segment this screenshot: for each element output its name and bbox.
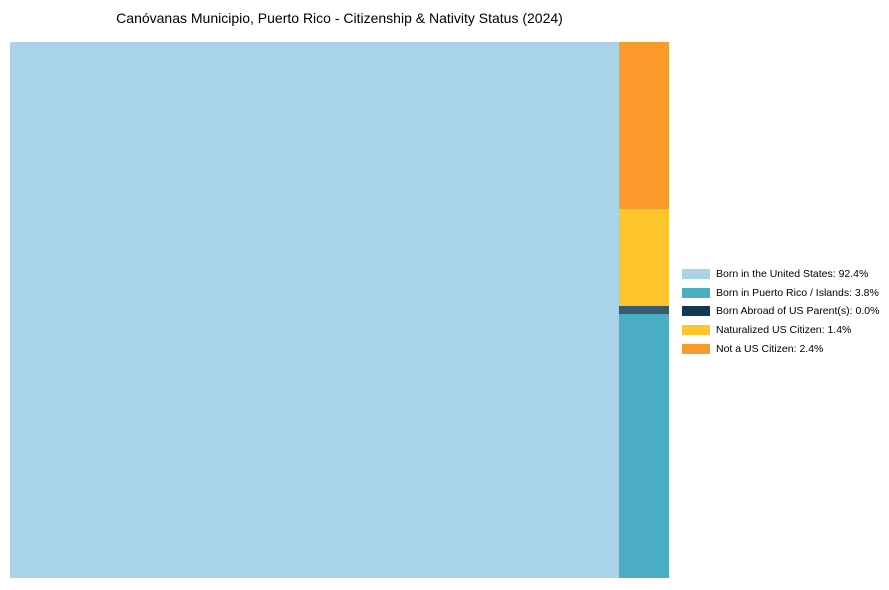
treemap-plot-area — [10, 42, 669, 578]
legend-label-born-in-pr-islands: Born in Puerto Rico / Islands: 3.8% — [716, 286, 879, 299]
legend-label-naturalized-us-citizen: Naturalized US Citizen: 1.4% — [716, 324, 852, 337]
legend-swatch-naturalized-us-citizen — [682, 325, 710, 336]
legend-swatch-born-abroad-us-parents — [682, 306, 710, 317]
legend-label-born-abroad-us-parents: Born Abroad of US Parent(s): 0.0% — [716, 305, 880, 318]
legend-swatch-born-in-us — [682, 269, 710, 280]
chart-legend: Born in the United States: 92.4% Born in … — [682, 265, 879, 358]
legend-swatch-born-in-pr-islands — [682, 287, 710, 298]
legend-item-born-in-pr-islands[interactable]: Born in Puerto Rico / Islands: 3.8% — [682, 284, 879, 303]
treemap-block-naturalized-us-citizen[interactable] — [618, 208, 669, 306]
chart-title: Canóvanas Municipio, Puerto Rico - Citiz… — [116, 10, 563, 26]
legend-item-born-in-us[interactable]: Born in the United States: 92.4% — [682, 265, 879, 284]
legend-label-born-in-us: Born in the United States: 92.4% — [716, 268, 869, 281]
treemap-block-born-in-pr-islands[interactable] — [618, 314, 669, 578]
legend-item-not-a-us-citizen[interactable]: Not a US Citizen: 2.4% — [682, 339, 879, 358]
treemap-block-born-abroad-us-parents[interactable] — [618, 305, 669, 314]
legend-label-not-a-us-citizen: Not a US Citizen: 2.4% — [716, 342, 824, 355]
legend-item-born-abroad-us-parents[interactable]: Born Abroad of US Parent(s): 0.0% — [682, 302, 879, 321]
legend-swatch-not-a-us-citizen — [682, 343, 710, 354]
legend-item-naturalized-us-citizen[interactable]: Naturalized US Citizen: 1.4% — [682, 321, 879, 340]
treemap-block-not-a-us-citizen[interactable] — [618, 42, 669, 209]
treemap-block-born-in-us[interactable] — [10, 42, 619, 578]
